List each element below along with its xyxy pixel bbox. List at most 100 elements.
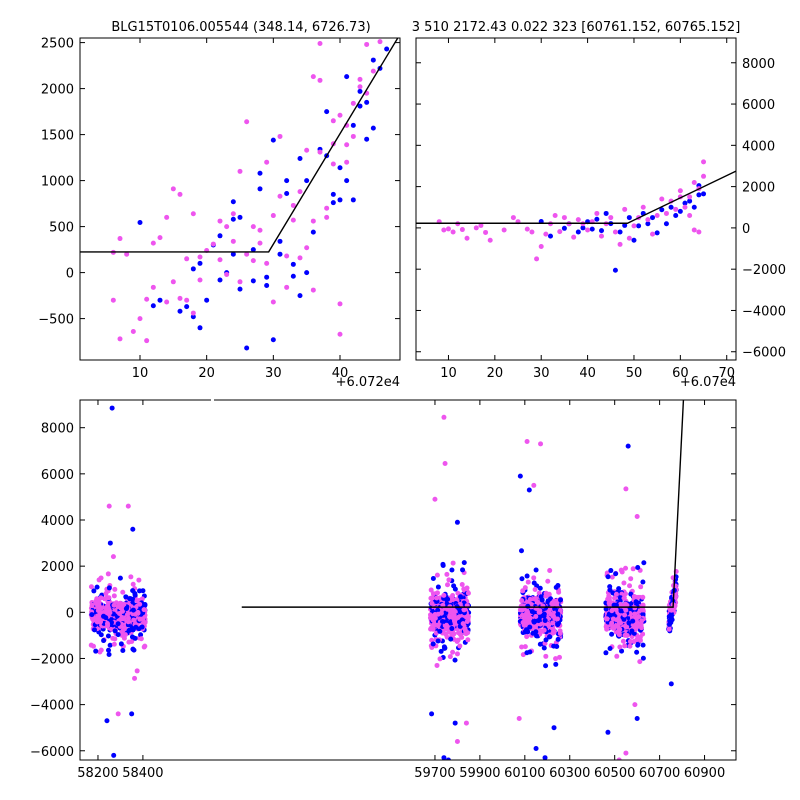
blue-point [217, 277, 223, 283]
pink-point [610, 624, 616, 630]
pink-point [534, 256, 540, 262]
blue-point [297, 156, 303, 162]
pink-point [97, 649, 103, 655]
x-tick-label: 10 [440, 366, 457, 381]
pink-point [317, 149, 323, 155]
y-tick-label: 4000 [41, 514, 74, 529]
pink-point [111, 641, 117, 647]
blue-point [608, 568, 614, 574]
blue-point [452, 586, 458, 592]
blue-point [561, 225, 567, 231]
pink-point [533, 614, 539, 620]
pink-point [428, 587, 434, 593]
blue-point [677, 208, 683, 214]
pink-point [531, 482, 537, 488]
pink-point [317, 41, 323, 47]
blue-point [157, 297, 163, 303]
blue-point [617, 229, 623, 235]
blue-point [106, 651, 112, 657]
blue-point [190, 266, 196, 272]
pink-point [119, 632, 125, 638]
blue-point [534, 633, 540, 639]
blue-point [663, 221, 669, 227]
blue-point [640, 655, 646, 661]
pink-point [297, 255, 303, 261]
blue-point [304, 270, 310, 276]
blue-point [541, 611, 547, 617]
pink-point [627, 583, 633, 589]
pink-point [124, 251, 130, 257]
blue-point [357, 88, 363, 94]
pink-point [344, 159, 350, 165]
pink-point [609, 574, 615, 580]
pink-point [668, 607, 674, 613]
axis-break [211, 395, 214, 405]
x-tick-label: 59900 [459, 766, 500, 781]
blue-point [237, 286, 243, 292]
blue-point [625, 443, 631, 449]
pink-point [454, 639, 460, 645]
blue-point [190, 314, 196, 320]
pink-point [105, 623, 111, 629]
pink-point [621, 580, 627, 586]
pink-point [459, 227, 465, 233]
x-tick-label: 60 [672, 366, 689, 381]
blue-point [575, 229, 581, 235]
pink-point [142, 620, 148, 626]
pink-point [120, 589, 126, 595]
pink-point [135, 610, 141, 616]
blue-point [541, 645, 547, 651]
pink-point [97, 619, 103, 625]
blue-point [441, 644, 447, 650]
y-tick-label: 4000 [742, 139, 775, 154]
blue-point [613, 571, 619, 577]
blue-point [130, 646, 136, 652]
pink-point [277, 193, 283, 199]
blue-point [635, 564, 641, 570]
top-right-title: 3 510 2172.43 0.022 323 [60761.152, 6076… [412, 20, 741, 35]
blue-point [177, 308, 183, 314]
pink-point [450, 560, 456, 566]
axes-frame [415, 37, 737, 361]
pink-point [533, 595, 539, 601]
pink-point [434, 572, 440, 578]
y-tick-label: −6000 [742, 346, 786, 361]
blue-point [439, 618, 445, 624]
blue-point [230, 216, 236, 222]
blue-point [555, 636, 561, 642]
pink-point [622, 591, 628, 597]
x-tick-label: 20 [487, 366, 504, 381]
pink-point [516, 715, 522, 721]
pink-point [454, 615, 460, 621]
blue-point [616, 586, 622, 592]
blue-point [284, 178, 290, 184]
pink-point [473, 225, 479, 231]
pink-point [290, 217, 296, 223]
blue-point [526, 487, 532, 493]
pink-point [137, 601, 143, 607]
blue-point [547, 233, 553, 239]
pink-point [696, 229, 702, 235]
pink-point [116, 611, 122, 617]
x-tick-label: 70 [718, 366, 735, 381]
pink-point [130, 581, 136, 587]
pink-point [525, 619, 531, 625]
blue-point [89, 612, 95, 618]
blue-point [539, 597, 545, 603]
pink-point [645, 217, 651, 223]
pink-point [640, 607, 646, 613]
blue-point [542, 755, 548, 760]
blue-point [668, 204, 674, 210]
blue-point [517, 473, 523, 479]
x-tick-label: 60700 [639, 766, 680, 781]
pink-point [429, 614, 435, 620]
blue-point [344, 74, 350, 80]
pink-point [613, 591, 619, 597]
y-tick-label: 2000 [41, 83, 74, 98]
y-tick-label: 6000 [742, 98, 775, 113]
y-tick-label: −4000 [742, 304, 786, 319]
pink-point [638, 584, 644, 590]
pink-point [616, 757, 622, 760]
pink-point [454, 739, 460, 745]
pink-point [608, 215, 614, 221]
